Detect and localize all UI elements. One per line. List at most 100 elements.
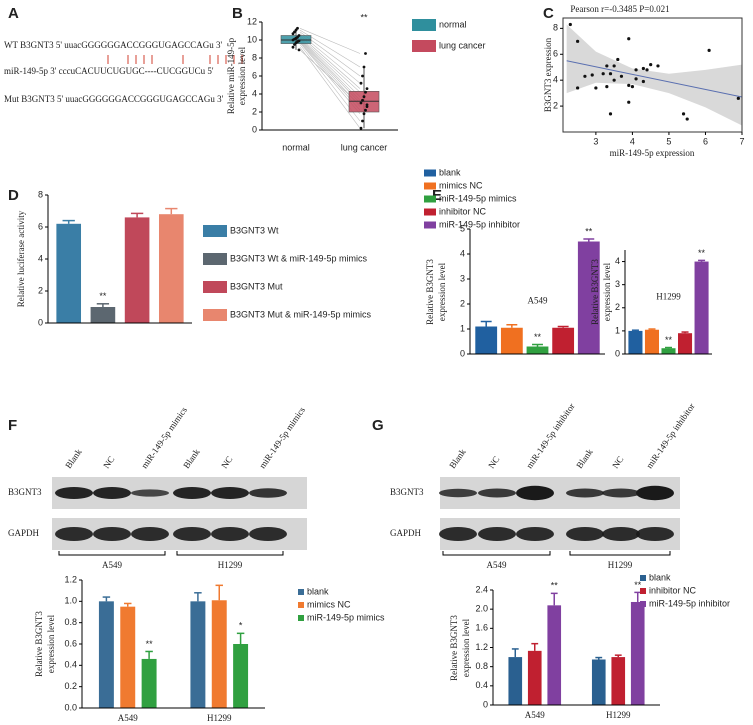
bar bbox=[90, 307, 116, 323]
lane-label: Blank bbox=[181, 447, 202, 471]
y-tick-label: 0.8 bbox=[64, 617, 77, 627]
legend-label: miR-149-5p mimics bbox=[307, 612, 385, 622]
panel-label: B bbox=[232, 5, 243, 22]
legend-swatch bbox=[203, 253, 227, 265]
pair-line bbox=[299, 35, 361, 89]
bar bbox=[577, 241, 600, 354]
point bbox=[576, 39, 580, 43]
lane-label: Blank bbox=[574, 447, 595, 471]
band bbox=[93, 527, 131, 541]
y-tick-label: 8 bbox=[553, 23, 558, 33]
y-tick-label: 0.0 bbox=[64, 702, 77, 712]
point bbox=[656, 64, 660, 68]
pair-line bbox=[299, 37, 361, 93]
y-tick-label: 1.2 bbox=[64, 574, 77, 584]
significance: * bbox=[239, 621, 243, 631]
point bbox=[296, 26, 299, 30]
point bbox=[361, 74, 364, 78]
y-tick-label: 1.0 bbox=[64, 596, 77, 606]
point bbox=[612, 78, 616, 82]
point bbox=[605, 85, 609, 89]
point bbox=[364, 108, 367, 112]
x-tick-label: lung cancer bbox=[341, 142, 388, 152]
significance: ** bbox=[551, 581, 559, 591]
bar bbox=[611, 657, 626, 705]
row-label: B3GNT3 bbox=[390, 487, 424, 497]
band bbox=[566, 527, 604, 541]
band bbox=[173, 527, 211, 541]
point bbox=[707, 48, 711, 52]
point bbox=[297, 34, 301, 37]
point bbox=[568, 22, 572, 27]
lane-label: miR-149-5p inhibitor bbox=[524, 401, 577, 470]
row-label: GAPDH bbox=[390, 528, 422, 538]
y-axis-label: expression level bbox=[46, 614, 56, 673]
y-tick-label: 0.8 bbox=[475, 661, 488, 671]
point bbox=[359, 126, 363, 130]
confidence-band bbox=[566, 24, 742, 126]
bar bbox=[120, 606, 136, 708]
legend-label: B3GNT3 Mut bbox=[230, 281, 283, 291]
y-tick-label: 1 bbox=[460, 323, 465, 333]
point bbox=[364, 90, 367, 94]
y-axis-label: Relative B3GNT3 bbox=[425, 259, 435, 325]
bar bbox=[158, 214, 184, 323]
y-tick-label: 2 bbox=[252, 106, 257, 116]
sequence-line: WT B3GNT3 5' uuacGGGGGGACCGGGUGAGCCAGu 3… bbox=[4, 40, 222, 50]
bar bbox=[56, 223, 82, 323]
panel-label: C bbox=[543, 5, 554, 22]
point bbox=[685, 117, 689, 121]
bar bbox=[508, 657, 523, 705]
legend-label: blank bbox=[649, 572, 671, 582]
point bbox=[627, 37, 631, 41]
point bbox=[619, 74, 624, 78]
pair-line bbox=[299, 28, 361, 54]
y-axis-label: Relative miR-149-5p bbox=[226, 37, 236, 114]
point bbox=[649, 63, 653, 67]
y-tick-label: 3 bbox=[460, 273, 465, 283]
significance: ** bbox=[146, 639, 154, 649]
y-axis-label: expression level bbox=[437, 262, 447, 321]
legend-swatch bbox=[298, 589, 304, 595]
point bbox=[630, 85, 635, 89]
bar bbox=[552, 327, 575, 354]
bar bbox=[98, 601, 114, 708]
category-label: H1299 bbox=[656, 292, 681, 302]
bar bbox=[547, 605, 562, 705]
point bbox=[634, 77, 638, 81]
y-axis-label: Relative B3GNT3 bbox=[449, 615, 459, 681]
panel-label: F bbox=[8, 417, 17, 434]
legend-label: B3GNT3 Wt & miR-149-5p mimics bbox=[230, 253, 368, 263]
band bbox=[131, 489, 169, 497]
band bbox=[439, 488, 477, 498]
point bbox=[362, 65, 366, 69]
category-label: A549 bbox=[118, 713, 138, 723]
bar bbox=[591, 659, 606, 705]
point bbox=[576, 86, 580, 90]
group-bracket bbox=[569, 551, 671, 556]
plot-frame bbox=[562, 17, 743, 133]
y-tick-label: 6 bbox=[252, 70, 257, 80]
bar bbox=[233, 644, 249, 708]
group-bracket bbox=[176, 551, 284, 556]
point bbox=[291, 45, 295, 49]
point bbox=[645, 68, 649, 72]
group-label: H1299 bbox=[608, 560, 633, 570]
y-tick-label: 0 bbox=[460, 348, 465, 358]
y-tick-label: 2 bbox=[553, 100, 558, 110]
legend-label: miR-149-5p inhibitor bbox=[649, 598, 730, 608]
y-axis-label: Relative B3GNT3 bbox=[590, 259, 600, 325]
category-label: H1299 bbox=[207, 713, 232, 723]
row-label: B3GNT3 bbox=[8, 487, 42, 497]
band bbox=[211, 527, 249, 541]
legend-swatch bbox=[640, 575, 646, 581]
legend-swatch bbox=[424, 195, 436, 203]
band bbox=[55, 527, 93, 541]
bar bbox=[124, 217, 150, 323]
point bbox=[627, 83, 631, 87]
legend-label: blank bbox=[307, 586, 329, 596]
point bbox=[608, 112, 613, 116]
point bbox=[590, 73, 594, 77]
y-tick-label: 0.4 bbox=[64, 660, 77, 670]
